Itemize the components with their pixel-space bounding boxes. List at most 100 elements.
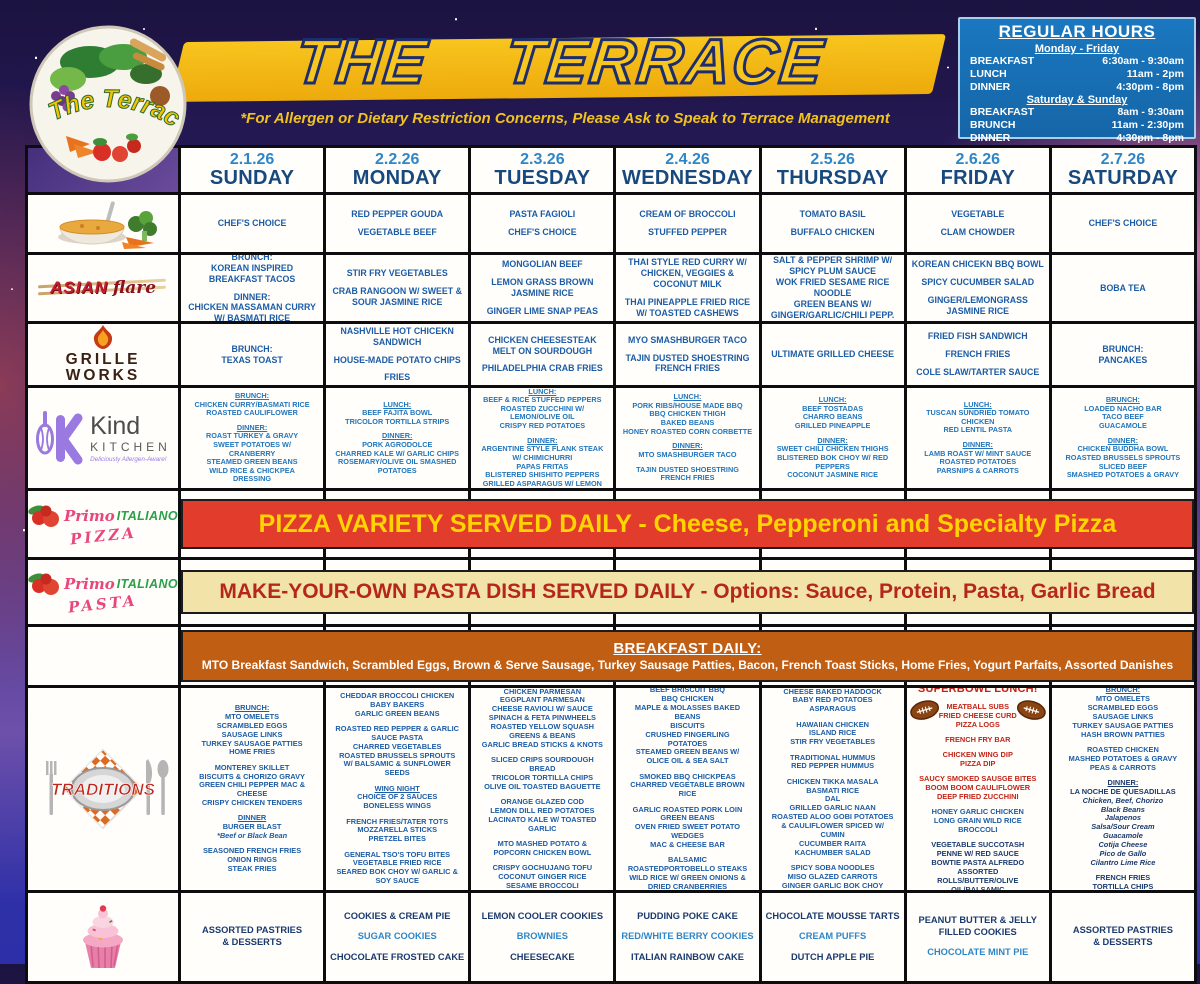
menu-item-group: HAWAIIAN CHICKEN ISLAND RICE STIR FRY VEGE… [790,719,876,747]
menu-item-group: CREAM PUFFS [799,931,867,942]
station-label-pizza: Primo ITALIANO PIZZA [28,491,178,557]
menu-item-group: SUPERBOWL LUNCH! [917,688,1038,696]
day-header-thursday: 2.5.26 THURSDAY [761,148,904,192]
menu-cell-traditions-friday: SUPERBOWL LUNCH! MEATBALL SUBS FRIED CHEES… [906,688,1049,890]
menu-item-group: FRIED FISH SANDWICH [927,331,1028,342]
menu-item-group: GINGER LIME SNAP PEAS [486,305,598,316]
menu-item-group: DINNER: SWEET CHILI CHICKEN THIGHS BLISTER… [776,435,889,480]
menu-item-group: HOUSE-MADE POTATO CHIPS [333,354,461,365]
hours-row: BRUNCH 11am - 2:30pm [970,119,1184,132]
grille-works-logo: GRILLE WORKS [66,324,141,385]
menu-cell-kind-friday: LUNCH: TUSCAN SUNDRIED TOMATO CHICKEN RED L… [906,388,1049,488]
menu-cell-soup-sunday: CHEF'S CHOICE [181,195,324,252]
menu-item-group: SAUCY SMOKED SAUSGE BITES BOOM BOOM CAULI… [919,774,1037,802]
menu-item-group: PUDDING POKE CAKE [637,910,738,921]
menu-item-group: ASSORTED PASTRIES & DESSERTS [1072,925,1173,947]
menu-item-group: BUFFALO CHICKEN [790,227,875,237]
menu-item-group: COOKIES & CREAM PIE [344,910,451,921]
station-label-kind: Kind KITCHEN Deliciously Allergen-Aware! [28,388,178,488]
menu-item-group: CHEESECAKE [510,951,575,962]
menu-item-group: CHOCOLATE MINT PIE [927,947,1029,958]
menu-item-group: DINNER: MTO SMASHBURGER TACO [638,441,737,459]
hours-row: LUNCH 11am - 2pm [970,67,1184,80]
menu-cell-soup-monday: RED PEPPER GOUDA VEGETABLE BEEF [326,195,469,252]
menu-item-group: MONTEREY SKILLET BISCUITS & CHORIZO GRAVY… [199,762,306,808]
menu-item-group: WING NIGHT CHOICE OF 2 SAUCES BONELESS WIN… [357,783,438,811]
menu-item-group: LUNCH: BEEF & RICE STUFFED PEPPERS ROASTED… [483,388,602,431]
station-label-grille: GRILLE WORKS [28,324,178,385]
menu-cell-soup-tuesday: PASTA FAGIOLI CHEF'S CHOICE [471,195,614,252]
cupcake-icon [83,905,123,969]
menu-cell-soup-friday: VEGETABLE CLAM CHOWDER [906,195,1049,252]
menu-cell-desserts-tuesday: LEMON COOLER COOKIES BROWNIES CHEESECAKE [471,893,614,981]
menu-item-group: STUFFED PEPPER [648,227,727,237]
menu-item-group: ORANGE GLAZED COD LEMON DILL RED POTATOES… [488,796,597,833]
kind-kitchen-monogram-icon [36,411,83,465]
banner-pizza: PIZZA VARIETY SERVED DAILY - Cheese, Pep… [181,499,1194,549]
menu-item-group: FRENCH FRIES/TATER TOTS MOZZARELLA STICKS… [346,816,449,844]
menu-cell-traditions-monday: CHEDDAR BROCCOLI CHICKEN BABY BAKERS GARLI… [326,688,469,890]
menu-item-group: TAJIN DUSTED SHOESTRING FRENCH FRIES [625,352,750,374]
menu-cell-traditions-saturday: BRUNCH: MTO OMELETS SCRAMBLED EGGS SAUSAGE … [1051,688,1194,890]
menu-item-group: LEMON COOLER COOKIES [481,910,604,921]
menu-cell-asian-saturday: BOBA TEA [1051,255,1194,321]
menu-item-group: CHEF'S CHOICE [1088,218,1158,228]
menu-item-group: BRUNCH: CHICKEN CURRY/BASMATI RICE ROASTED… [194,390,310,418]
kind-kitchen-logo: Kind KITCHEN Deliciously Allergen-Aware! [35,409,171,467]
menu-cell-asian-sunday: BRUNCH: KOREAN INSPIRED BREAKFAST TACOS DIN… [181,255,324,322]
menu-cell-grille-wednesday: MYO SMASHBURGER TACO TAJIN DUSTED SHOESTR… [616,324,759,385]
menu-cell-grille-sunday: BRUNCH: TEXAS TOAST [181,324,324,385]
menu-item-group: LUNCH: BEEF TOSTADAS CHARRO BEANS GRILLED P… [794,395,871,431]
regular-hours-panel: REGULAR HOURS Monday - Friday BREAKFAST 6:… [958,17,1196,144]
menu-cell-desserts-wednesday: PUDDING POKE CAKE RED/WHITE BERRY COOKIES… [616,893,759,981]
day-header-tuesday: 2.3.26 TUESDAY [471,148,614,192]
menu-cell-grille-tuesday: CHICKEN CHEESESTEAK MELT ON SOURDOUGH PHIL… [471,324,614,385]
menu-item-group: GINGER/LEMONGRASS JASMINE RICE [927,295,1028,316]
menu-cell-desserts-thursday: CHOCOLATE MOUSSE TARTS CREAM PUFFS DUTCH A… [761,893,904,981]
menu-cell-kind-sunday: BRUNCH: CHICKEN CURRY/BASMATI RICE ROASTED… [181,388,324,488]
menu-item-group: SLICED CRIPS SOURDOUGH BREAD TRICOLOR TORT… [484,755,601,791]
hours-row: BREAKFAST 8am - 9:30am [970,106,1184,119]
menu-item-group: FRENCH FRIES [945,349,1011,359]
menu-item-group: CLAM CHOWDER [940,227,1015,237]
menu-item-group: CHOCOLATE MOUSSE TARTS [765,910,900,921]
menu-item-group: THAI STYLE RED CURRY W/CHICKEN, VEGGIES … [628,257,747,290]
svg-text:TRADITIONS: TRADITIONS [51,780,156,799]
menu-cell-asian-tuesday: MONGOLIAN BEEF LEMON GRASS BROWN JASMINE R… [471,255,614,321]
menu-cell-desserts-sunday: ASSORTED PASTRIES & DESSERTS [181,893,324,981]
menu-item-group: TRADITIONAL HUMMUS RED PEPPER HUMMUS [790,752,876,771]
football-icon [1016,700,1046,720]
menu-item-group: DINNER: PORK AGRODOLCE CHARRED KALE W/ GAR… [335,431,460,475]
menu-item-group: THAI PINEAPPLE FRIED RICE W/ TOASTED CASH… [624,297,751,318]
hours-row: BREAKFAST 6:30am - 9:30am [970,55,1184,67]
menu-cell-soup-saturday: CHEF'S CHOICE [1051,195,1194,252]
menu-cell-traditions-sunday: BRUNCH: MTO OMELETS SCRAMBLED EGGS SAUSAGE … [181,688,324,890]
menu-item-group: ASSORTED PASTRIES & DESSERTS [202,925,303,947]
menu-item-group: DINNER: LAMB ROAST W/ MINT SAUCE ROASTED P… [924,440,1032,475]
menu-item-group: PEANUT BUTTER & JELLY FILLED COOKIES [918,915,1037,937]
weekly-menu-table: 2.1.26 SUNDAY 2.2.26 MONDAY 2.3.26 TUESDAY 2.4… [25,145,1197,984]
menu-item-group: GENERAL TSO'S TOFU BITES VEGETABLE FRIED … [336,849,458,886]
menu-cell-grille-saturday: BRUNCH: PANCAKES [1051,324,1194,385]
terrace-logo: The Terrace [28,24,187,183]
menu-cell-kind-thursday: LUNCH: BEEF TOSTADAS CHARRO BEANS GRILLED P… [761,388,904,488]
menu-item-group: GARLIC ROASTED PORK LOIN GREEN BEANS OVEN … [632,804,743,849]
menu-cell-soup-wednesday: CREAM OF BROCCOLI STUFFED PEPPER [616,195,759,252]
menu-item-group: BRUNCH: MTO OMELETS SCRAMBLED EGGS SAUSAGE … [201,703,303,757]
hours-row: DINNER 4:30pm - 8pm [970,80,1184,93]
menu-cell-desserts-friday: PEANUT BUTTER & JELLY FILLED COOKIES CHOCO… [906,893,1049,981]
tomatoes-icon [28,505,59,527]
menu-item-group: VEGETABLE SUCCOTASH PENNE W/ RED SAUCE BOW… [931,840,1025,890]
menu-item-group: BOBA TEA [1100,282,1146,293]
menu-item-group: CREAM OF BROCCOLI [639,209,736,220]
menu-item-group: PASTA FAGIOLI [509,209,576,220]
menu-cell-asian-thursday: SALT & PEPPER SHRIMP W/SPICY PLUM SAUCE W… [761,255,904,321]
menu-item-group: ITALIAN RAINBOW CAKE [631,951,744,962]
day-header-saturday: 2.7.26 SATURDAY [1051,148,1194,192]
traditions-logo: TRADITIONS [46,748,169,830]
menu-cell-grille-monday: NASHVILLE HOT CHICEKN SANDWICH HOUSE-MADE … [326,324,469,385]
menu-item-group: STIR FRY VEGETABLES [346,268,448,279]
menu-item-group: DINNER: CHICKEN MASSAMAN CURRY W/ BASMATI … [188,291,316,322]
soup-bowl-icon [58,200,157,249]
menu-item-group: VEGETABLE BEEF [357,227,437,237]
